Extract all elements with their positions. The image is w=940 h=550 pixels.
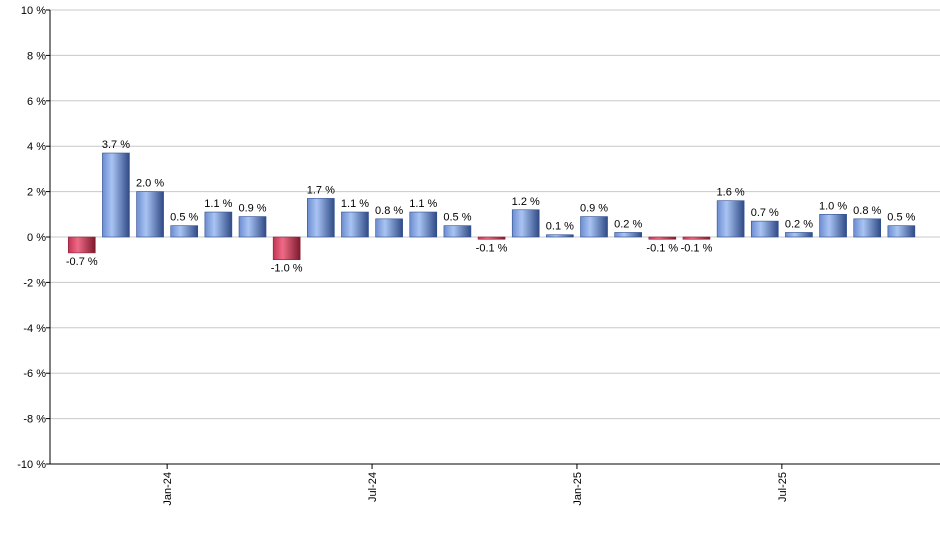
x-tick-label: Jul-24 xyxy=(367,472,379,502)
bar xyxy=(67,236,96,254)
data-label: 0.7 % xyxy=(751,207,779,219)
bar xyxy=(443,225,472,238)
y-tick-label: -4 % xyxy=(23,323,46,335)
bar xyxy=(614,232,642,238)
bar xyxy=(307,198,335,238)
data-label: 1.1 % xyxy=(409,198,437,210)
bar xyxy=(648,236,677,240)
y-tick-label: -2 % xyxy=(23,277,46,289)
bar xyxy=(341,211,369,238)
data-label: -0.7 % xyxy=(66,256,98,268)
data-label: -0.1 % xyxy=(646,242,678,254)
data-label: 0.1 % xyxy=(546,221,574,233)
y-tick-label: -10 % xyxy=(17,459,46,471)
bar xyxy=(136,191,164,238)
x-tick-label: Jul-25 xyxy=(777,472,789,502)
data-label: 1.7 % xyxy=(307,184,335,196)
bar xyxy=(238,216,267,238)
data-label: -1.0 % xyxy=(271,263,303,275)
data-labels: -0.7 % 3.7 % 2.0 % 0.5 % 1.1 % 0.9 % -1.0 % 1.7… xyxy=(66,139,916,275)
y-tick-label: 8 % xyxy=(27,50,46,62)
bar xyxy=(511,209,540,238)
bar xyxy=(204,211,233,238)
data-label: 1.1 % xyxy=(341,198,369,210)
y-tick-label: -6 % xyxy=(23,368,46,380)
data-label: 0.5 % xyxy=(443,212,471,224)
y-tick-label: -8 % xyxy=(23,414,46,426)
data-label: 1.0 % xyxy=(819,200,847,212)
bar xyxy=(785,232,813,238)
data-label: 3.7 % xyxy=(102,139,130,151)
x-axis-tick-labels: Jan-24 Jul-24 Jan-25 Jul-25 xyxy=(162,472,789,506)
bar xyxy=(272,236,301,261)
data-label: 0.5 % xyxy=(887,212,915,224)
bar xyxy=(580,216,608,238)
data-label: 0.8 % xyxy=(853,205,881,217)
data-label: 0.9 % xyxy=(580,203,608,215)
axes xyxy=(46,9,940,469)
data-label: 0.5 % xyxy=(170,212,198,224)
data-label: 2.0 % xyxy=(136,178,164,190)
y-tick-label: 6 % xyxy=(27,96,46,108)
data-label: 0.9 % xyxy=(238,203,266,215)
y-tick-label: 0 % xyxy=(27,232,46,244)
data-label: 0.2 % xyxy=(614,218,642,230)
bar xyxy=(750,220,779,238)
y-tick-label: 4 % xyxy=(27,141,46,153)
data-label: 0.8 % xyxy=(375,205,403,217)
data-label: 1.2 % xyxy=(512,196,540,208)
x-tick-label: Jan-24 xyxy=(162,472,174,506)
bar xyxy=(682,236,711,240)
bar xyxy=(102,152,130,238)
bars xyxy=(67,152,916,261)
bar xyxy=(477,236,506,240)
data-label: -0.1 % xyxy=(476,242,508,254)
data-label: -0.1 % xyxy=(681,242,713,254)
bar xyxy=(546,234,574,238)
y-tick-label: 10 % xyxy=(21,5,46,17)
bar xyxy=(170,225,199,238)
bar xyxy=(409,211,438,238)
bar xyxy=(716,200,745,238)
x-tick-label: Jan-25 xyxy=(572,472,584,506)
bar xyxy=(375,218,403,238)
bar xyxy=(853,218,882,238)
y-axis-tick-labels: 10 % 8 % 6 % 4 % 2 % 0 % -2 % -4 % -6 % -8 % -10 % xyxy=(17,5,46,471)
data-label: 1.1 % xyxy=(204,198,232,210)
bar xyxy=(887,225,916,238)
bar xyxy=(819,214,847,238)
y-tick-label: 2 % xyxy=(27,187,46,199)
data-label: 0.2 % xyxy=(785,218,813,230)
data-label: 1.6 % xyxy=(717,187,745,199)
